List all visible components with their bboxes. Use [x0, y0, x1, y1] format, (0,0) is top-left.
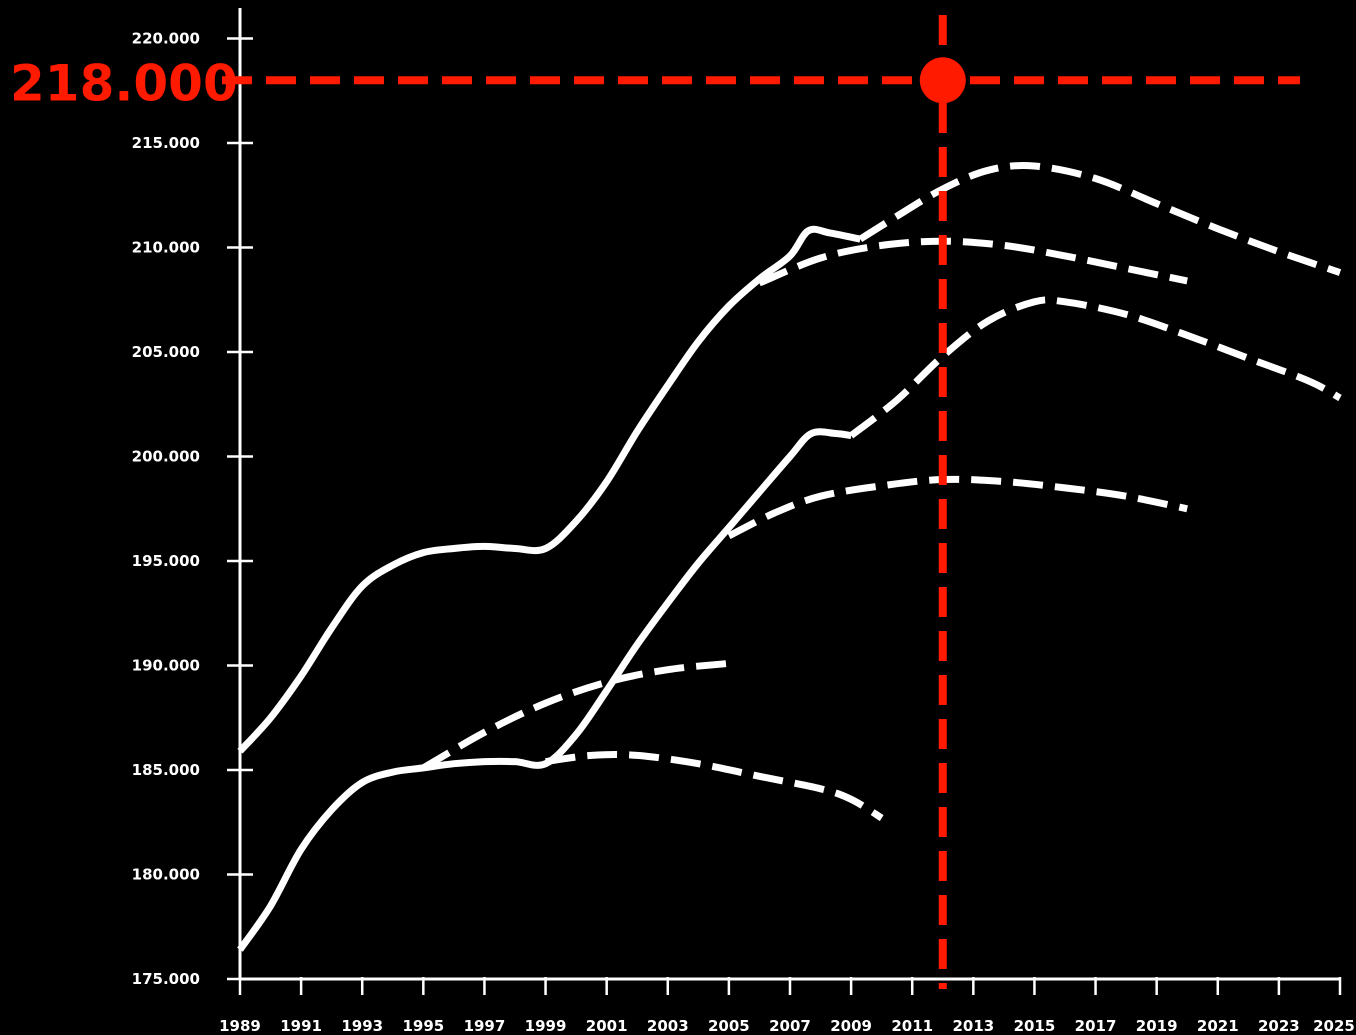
dashed-series-line-6 [727, 475, 1188, 540]
dashed-series-line-8 [545, 750, 884, 822]
marker-value-label: 218.000 [10, 54, 238, 112]
series-layer [237, 162, 1342, 952]
x-tick-label: 2011 [891, 1017, 933, 1035]
x-tick-label: 1999 [525, 1017, 567, 1035]
dashed-series-line-3 [758, 237, 1188, 287]
x-tick-label: 1989 [219, 1017, 261, 1035]
y-tick-label: 195.000 [132, 552, 200, 570]
x-tick-label: 2005 [708, 1017, 750, 1035]
x-tick-label: 1997 [464, 1017, 506, 1035]
x-tick-label: 1993 [341, 1017, 383, 1035]
x-tick-label: 1995 [402, 1017, 444, 1035]
x-tick-label: 2003 [647, 1017, 689, 1035]
x-tick-label: 2009 [830, 1017, 872, 1035]
x-tick-label: 2017 [1075, 1017, 1117, 1035]
x-tick-label: 2021 [1197, 1017, 1239, 1035]
dashed-series-line-2 [858, 162, 1342, 276]
y-tick-label: 205.000 [132, 343, 200, 361]
marker-point [919, 57, 966, 104]
x-tick-label: 1991 [280, 1017, 322, 1035]
y-tick-label: 180.000 [132, 866, 200, 884]
x-tick-label: 2023 [1258, 1017, 1300, 1035]
dashed-series-line-5 [848, 296, 1342, 439]
solid-series-line-1 [237, 225, 861, 754]
x-tick-label: 2019 [1136, 1017, 1178, 1035]
y-tick-label: 210.000 [132, 239, 200, 257]
x-tick-label: 2001 [586, 1017, 628, 1035]
x-tick-label: 2015 [1014, 1017, 1056, 1035]
marker-layer: 218.000 [10, 15, 1300, 989]
x-tick-label: 2013 [952, 1017, 994, 1035]
solid-series-line-4 [237, 428, 852, 952]
y-tick-label: 175.000 [132, 970, 200, 988]
y-tick-label: 220.000 [132, 30, 200, 48]
x-tick-label: 2025 [1313, 1017, 1355, 1035]
y-tick-label: 190.000 [132, 657, 200, 675]
axes: 175.000 180.000 185.000 190.000 195.000 200.0… [132, 8, 1355, 1035]
y-tick-label: 215.000 [132, 134, 200, 152]
y-tick-label: 185.000 [132, 761, 200, 779]
x-tick-label: 2007 [769, 1017, 811, 1035]
dashed-series-line-7 [421, 659, 730, 771]
y-tick-label: 200.000 [132, 448, 200, 466]
